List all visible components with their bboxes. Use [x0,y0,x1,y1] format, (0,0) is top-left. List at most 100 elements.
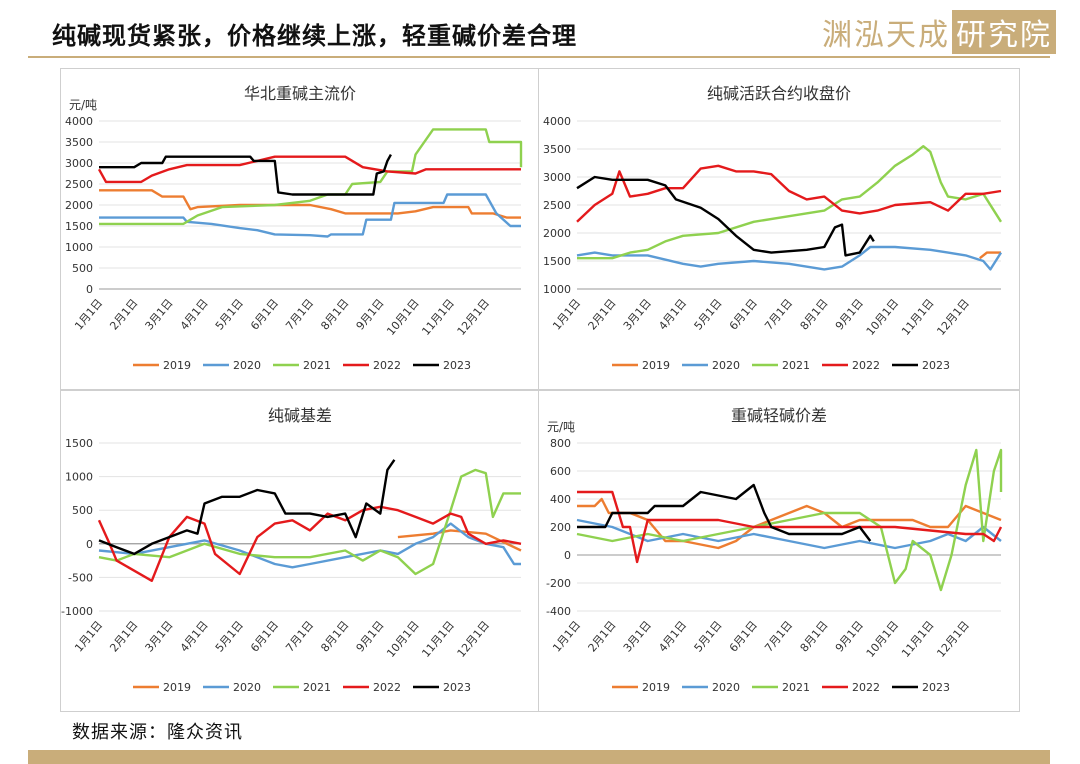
x-tick-label: 1月1日 [550,619,583,655]
chart-title: 重碱轻碱价差 [731,406,827,425]
y-tick-label: 1000 [65,471,93,484]
x-tick-label: 4月1日 [178,619,211,655]
x-tick-label: 6月1日 [727,297,760,333]
x-tick-label: 12月1日 [934,297,972,338]
legend-label: 2023 [922,359,950,372]
y-tick-label: 1000 [543,283,571,296]
x-tick-label: 7月1日 [762,619,795,655]
x-tick-label: 5月1日 [692,619,725,655]
series-line-2023 [99,154,392,196]
series-line-2021 [98,468,521,576]
chart-title: 华北重碱主流价 [244,84,356,103]
y-tick-label: 1500 [65,437,93,450]
x-tick-label: 8月1日 [318,619,351,655]
legend-label: 2019 [163,359,191,372]
legend-label: 2020 [233,359,261,372]
x-tick-label: 7月1日 [283,297,316,333]
chart-panel-heavy-light-spread: 重碱轻碱价差 元/吨 -400 -200 0 200 400 600 800 1月1日 2月1日 3月… [538,390,1020,712]
legend-label: 2021 [782,681,810,694]
x-tick-label: 10月1日 [864,619,902,660]
series-line-2023 [98,459,396,556]
series-line-2020 [576,518,1002,550]
x-tick-label: 4月1日 [656,297,689,333]
x-tick-label: 4月1日 [656,619,689,655]
x-tick-label: 9月1日 [354,619,387,655]
x-tick-label: 1月1日 [72,619,105,655]
series-line-2022 [577,490,1003,564]
y-axis-unit-label: 元/吨 [547,420,575,434]
legend-label: 2021 [303,359,331,372]
y-tick-label: 0 [86,283,93,296]
legend-label: 2020 [712,359,740,372]
y-tick-label: -200 [546,577,571,590]
series-line-2021 [99,128,523,226]
y-tick-label: -1000 [61,605,93,618]
series-line-2019 [99,189,521,219]
series-line-2021 [576,448,1003,592]
chart-title: 纯碱活跃合约收盘价 [707,84,851,103]
x-tick-label: 10月1日 [384,297,422,338]
x-tick-label: 11月1日 [899,619,937,660]
x-tick-label: 9月1日 [833,619,866,655]
y-tick-label: -500 [68,571,93,584]
x-tick-label: 12月1日 [455,619,493,660]
page-title: 纯碱现货紧张，价格继续上涨，轻重碱价差合理 [52,22,577,50]
x-tick-label: 7月1日 [762,297,795,333]
y-tick-label: 3500 [543,143,571,156]
x-tick-label: 2月1日 [586,297,619,333]
x-tick-label: 7月1日 [283,619,316,655]
x-tick-label: 11月1日 [419,619,457,660]
y-tick-label: 0 [86,538,93,551]
x-tick-label: 12月1日 [455,297,493,338]
x-tick-label: 6月1日 [248,297,281,333]
company-logo: 渊泓天成 研究院 [822,10,1056,54]
series-line-2023 [577,483,872,542]
x-tick-label: 5月1日 [692,297,725,333]
y-tick-label: 500 [72,504,93,517]
x-tick-label: 10月1日 [384,619,422,660]
y-tick-label: 600 [550,465,571,478]
y-tick-label: 2500 [65,178,93,191]
x-tick-label: 6月1日 [727,619,760,655]
series-line-2023 [576,175,875,257]
x-tick-label: 3月1日 [143,297,176,333]
legend-label: 2019 [642,681,670,694]
x-tick-label: 3月1日 [143,619,176,655]
x-tick-label: 3月1日 [621,619,654,655]
x-tick-label: 10月1日 [864,297,902,338]
y-tick-label: 1000 [65,241,93,254]
y-tick-label: 200 [550,521,571,534]
chart-panel-basis: 纯碱基差 -1000 -500 0 500 1000 1500 1月1日 2月1日 3月1日 4月1… [60,390,540,712]
x-tick-label: 5月1日 [213,297,246,333]
series-line-2022 [97,505,522,582]
legend-label: 2021 [303,681,331,694]
chart-panel-heavy-soda-price: 华北重碱主流价 元/吨 0 500 1000 1500 2000 2500 3000 3500 40… [60,68,540,390]
series-line-2020 [576,245,1003,271]
series-line-2020 [99,193,521,238]
series-line-2021 [577,145,1003,260]
y-tick-label: 1500 [543,255,571,268]
series-line-2022 [576,164,1002,223]
x-tick-label: 6月1日 [248,619,281,655]
y-tick-label: 3000 [543,171,571,184]
x-tick-label: 2月1日 [586,619,619,655]
y-tick-label: 400 [550,493,571,506]
legend-label: 2019 [163,681,191,694]
x-tick-label: 8月1日 [798,297,831,333]
y-tick-label: 3000 [65,157,93,170]
y-tick-label: 4000 [65,115,93,128]
x-tick-label: 1月1日 [72,297,105,333]
x-tick-label: 11月1日 [419,297,457,338]
series-line-2019 [979,251,1001,260]
y-axis-unit-label: 元/吨 [69,98,97,112]
legend-label: 2022 [373,681,401,694]
y-tick-label: 3500 [65,136,93,149]
header-rule [28,56,1050,58]
chart-futures-close: 纯碱活跃合约收盘价 1000 1500 2000 2500 3000 3500 4000 1月1… [543,84,1003,372]
x-tick-label: 2月1日 [107,297,140,333]
y-tick-label: -400 [546,605,571,618]
chart-basis: 纯碱基差 -1000 -500 0 500 1000 1500 1月1日 2月1日 3月1日 4月1… [61,406,522,694]
x-tick-label: 4月1日 [178,297,211,333]
